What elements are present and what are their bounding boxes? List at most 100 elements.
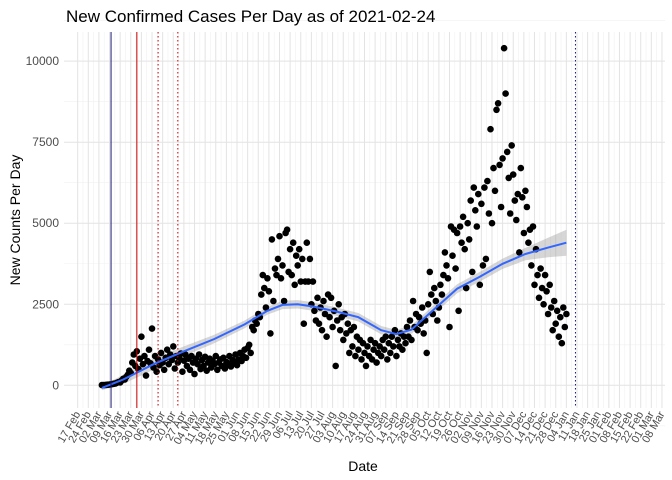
data-point (329, 323, 336, 331)
data-point (340, 336, 347, 344)
data-point (513, 216, 520, 224)
data-point (522, 187, 529, 195)
data-point (511, 197, 519, 204)
data-point (264, 275, 271, 282)
y-tick-label: 0 (52, 378, 59, 392)
data-point (549, 326, 556, 334)
data-point (508, 142, 515, 149)
data-point (462, 284, 470, 292)
data-point (547, 304, 555, 311)
y-tick-labels: 0 2500 5000 7500 10000 (26, 54, 60, 392)
data-point (409, 297, 417, 305)
data-point (288, 271, 296, 279)
data-point (299, 255, 306, 263)
data-point (336, 326, 344, 334)
data-point (497, 203, 505, 211)
data-point (245, 341, 253, 349)
data-point (274, 255, 282, 263)
data-point (350, 323, 358, 331)
data-point (563, 310, 570, 318)
data-point (332, 362, 340, 370)
data-point (444, 275, 452, 282)
data-point (434, 317, 441, 324)
chart-title: New Confirmed Cases Per Day as of 2021-0… (66, 7, 435, 26)
data-point (283, 226, 291, 233)
data-point (261, 284, 268, 292)
data-point (467, 197, 475, 204)
data-point (214, 366, 221, 374)
data-point (440, 271, 447, 279)
data-point (552, 320, 559, 328)
data-point (171, 365, 179, 372)
data-point (553, 307, 561, 315)
data-point (476, 281, 484, 289)
data-point (344, 320, 352, 328)
data-point (335, 301, 343, 308)
data-point (555, 333, 563, 341)
data-point (455, 307, 462, 315)
data-point (415, 313, 423, 321)
y-tick-label: 5000 (32, 216, 59, 230)
data-point (420, 330, 428, 337)
data-point (561, 323, 569, 331)
data-point (280, 297, 288, 305)
data-point (294, 262, 302, 269)
data-point (482, 255, 490, 263)
data-point (259, 271, 267, 279)
data-point (544, 310, 552, 318)
data-point (242, 354, 250, 362)
data-point (550, 297, 558, 305)
data-point (523, 203, 531, 211)
data-point (491, 187, 499, 195)
data-point (535, 294, 543, 302)
data-point (160, 366, 168, 374)
data-point (464, 219, 472, 227)
data-point (437, 281, 444, 289)
data-point (279, 262, 286, 269)
data-point (528, 262, 535, 269)
data-point (503, 148, 511, 156)
data-point (233, 361, 241, 369)
data-point (163, 346, 171, 354)
data-point (403, 323, 411, 331)
data-point (361, 349, 368, 357)
data-point (472, 207, 479, 214)
y-tick-label: 7500 (32, 135, 59, 149)
y-axis-label: New Counts Per Day (7, 155, 23, 286)
data-point (432, 297, 440, 305)
data-point (168, 356, 176, 364)
data-point (380, 346, 388, 354)
data-point (473, 223, 481, 230)
data-point (517, 164, 525, 172)
data-point (485, 210, 493, 217)
data-point (502, 90, 509, 97)
data-point (461, 245, 469, 253)
data-point (520, 229, 528, 237)
smooth-line-group (101, 241, 567, 389)
data-point (142, 372, 150, 379)
data-point (418, 304, 426, 311)
data-point (271, 265, 279, 272)
data-point (291, 281, 299, 289)
data-point (323, 333, 330, 341)
data-point (157, 349, 165, 357)
data-point (558, 339, 566, 347)
data-point (426, 268, 434, 276)
data-point (529, 223, 537, 230)
data-point (327, 294, 335, 302)
data-point (525, 239, 532, 246)
data-point (384, 356, 391, 363)
data-point (406, 317, 414, 324)
data-point (509, 171, 517, 178)
data-point (543, 288, 550, 295)
data-point (557, 313, 564, 321)
data-point (305, 278, 312, 285)
data-point (484, 177, 491, 185)
reference-lines-group (110, 32, 576, 408)
data-point (499, 155, 506, 162)
data-point (194, 360, 201, 368)
data-point (258, 291, 265, 298)
data-point (364, 343, 371, 350)
